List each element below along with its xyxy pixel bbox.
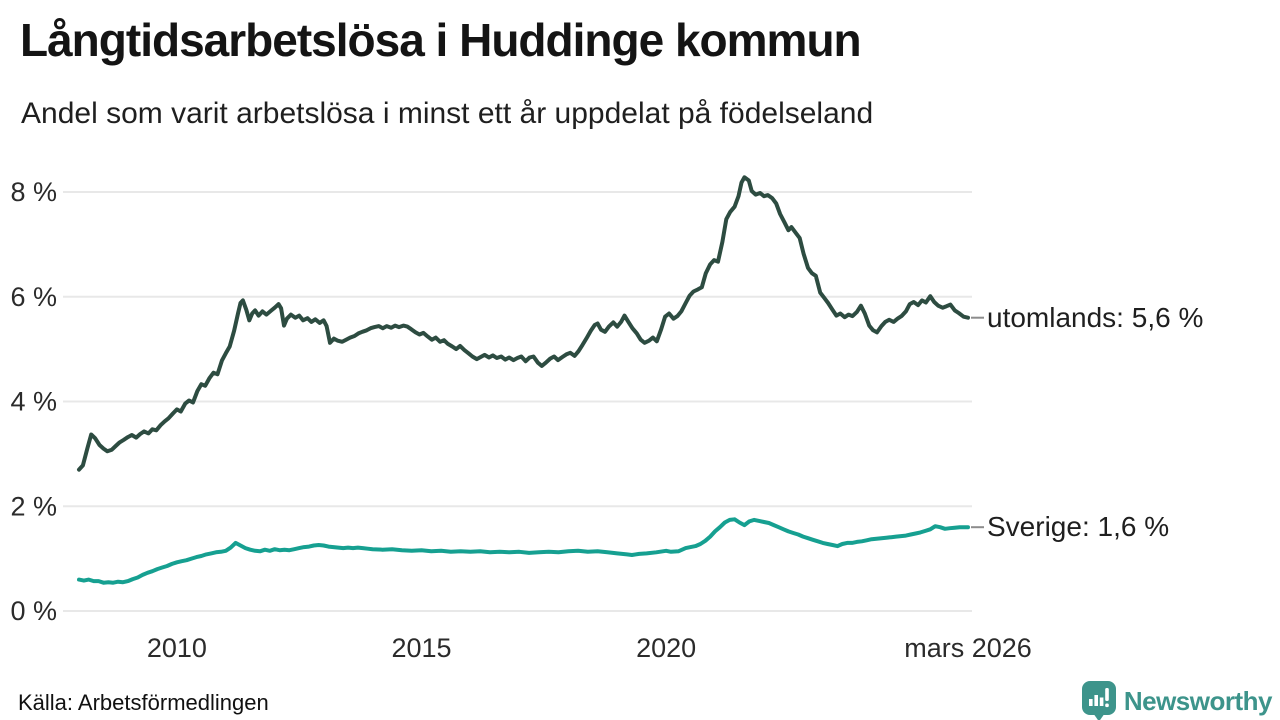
- x-tick-label: 2010: [147, 633, 207, 663]
- series-label-sverige: Sverige: 1,6 %: [987, 511, 1170, 543]
- series-label-utomlands: utomlands: 5,6 %: [987, 301, 1204, 333]
- series-line-utomlands: [77, 175, 970, 472]
- source-note: Källa: Arbetsförmedlingen: [18, 690, 269, 715]
- page-title: Långtidsarbetslösa i Huddinge kommun: [20, 14, 862, 66]
- y-tick-label: 8 %: [10, 177, 57, 207]
- y-tick-label: 6 %: [10, 282, 57, 312]
- newsworthy-logo: Newsworthy: [1081, 680, 1273, 720]
- x-tick-label: 2015: [391, 633, 451, 663]
- series-line-Sverige: [77, 517, 970, 585]
- newsworthy-logo-icon: [1081, 681, 1116, 720]
- x-tick-label: mars 2026: [904, 633, 1032, 663]
- chart-subtitle: Andel som varit arbetslösa i minst ett å…: [21, 97, 874, 130]
- y-tick-label: 2 %: [10, 491, 57, 521]
- y-tick-label: 0 %: [10, 596, 57, 626]
- y-tick-label: 4 %: [10, 387, 57, 417]
- newsworthy-logo-text: Newsworthy: [1123, 685, 1273, 716]
- x-tick-label: 2020: [636, 633, 696, 663]
